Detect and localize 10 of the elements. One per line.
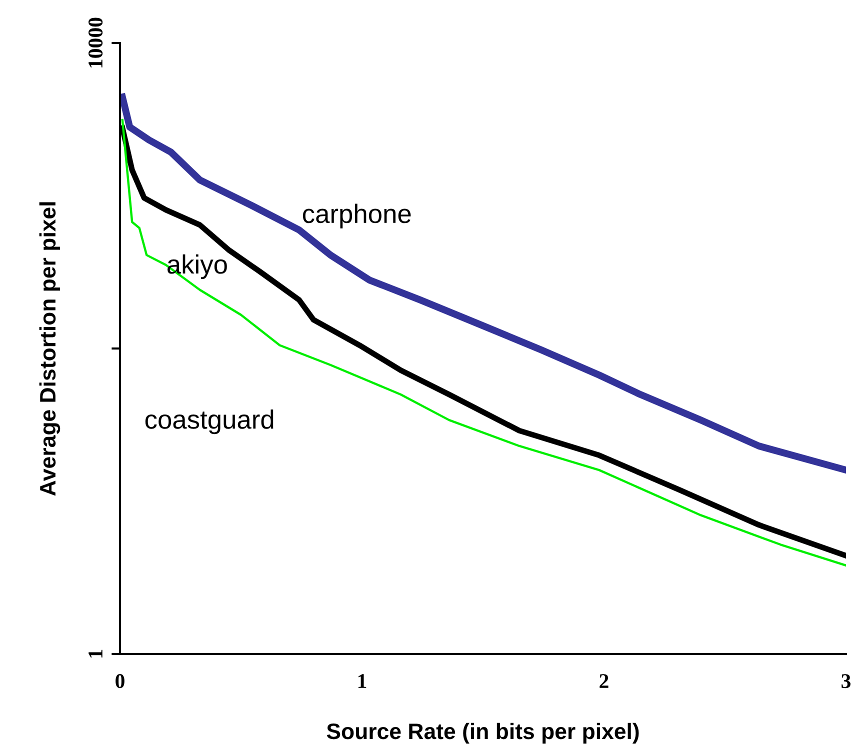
x-tick-label: 1: [358, 674, 366, 688]
x-axis-title: Source Rate (in bits per pixel): [326, 722, 639, 744]
text: coastguard: [145, 410, 274, 434]
x-tick-label: 0: [116, 674, 124, 688]
y-tick-label: 10000: [88, 18, 103, 68]
x-tick-label: 2: [600, 674, 608, 688]
y-axis-title: Average Distortion per pixel: [39, 202, 60, 496]
series-label: akiyo: [168, 254, 227, 280]
x-tick-label: 3: [842, 674, 850, 688]
series-label: carphone: [302, 204, 411, 228]
